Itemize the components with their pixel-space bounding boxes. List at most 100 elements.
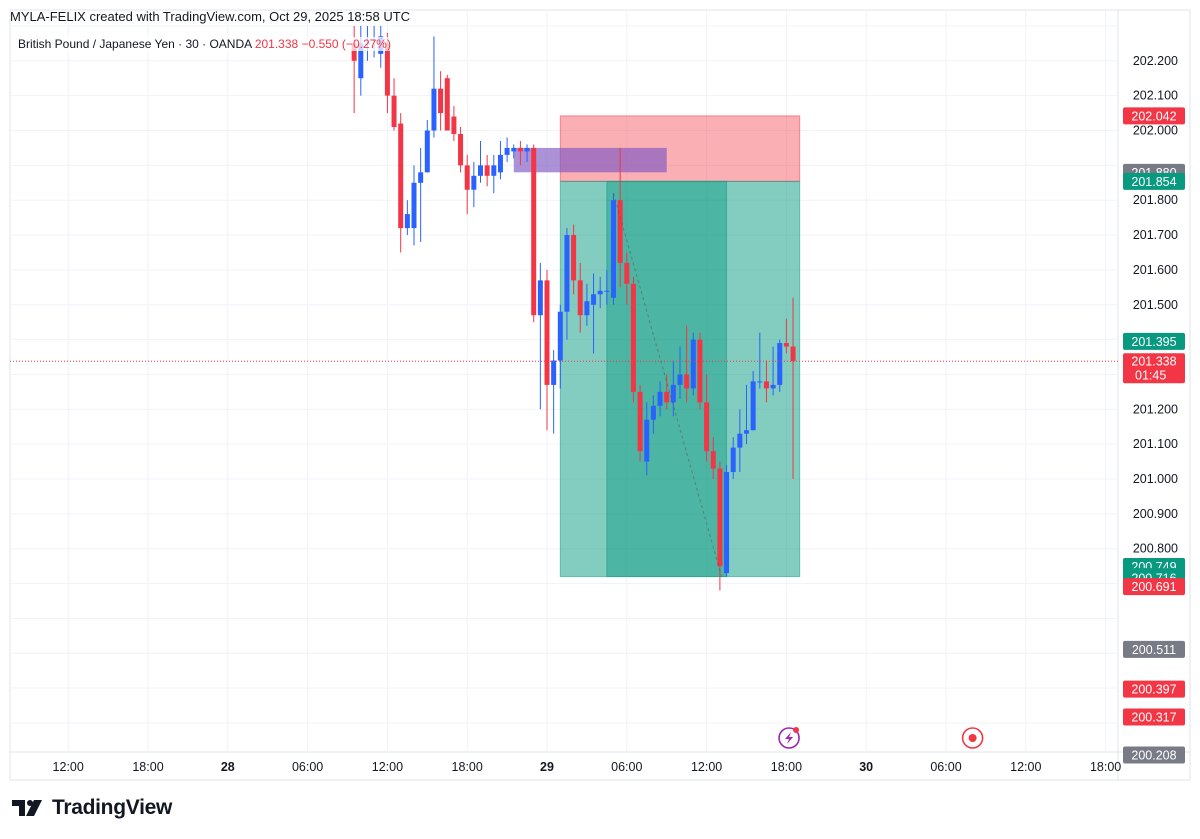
candle-body xyxy=(537,280,543,316)
price-tick-label: 201.600 xyxy=(1133,263,1178,277)
price-badge-label: 201.854 xyxy=(1131,175,1176,189)
supply-zone-rectangle[interactable] xyxy=(513,147,667,173)
price-badge xyxy=(1123,640,1185,658)
candle-body xyxy=(478,165,483,176)
candle-body xyxy=(524,147,530,152)
candle-body xyxy=(471,175,477,190)
current-price-badge xyxy=(1123,353,1185,384)
candle-body xyxy=(611,200,616,298)
price-badge xyxy=(1123,578,1185,596)
candle-body xyxy=(763,381,769,389)
candle-body xyxy=(431,88,437,131)
lightning-glyph xyxy=(785,732,794,744)
price-badge xyxy=(1123,680,1185,698)
candle-body xyxy=(411,182,417,229)
price-badge-label: 200.208 xyxy=(1131,749,1176,763)
price-badge xyxy=(1123,332,1185,350)
events[interactable] xyxy=(778,727,984,749)
candle-body xyxy=(717,468,723,567)
candle-body xyxy=(657,391,663,406)
candle-body xyxy=(497,154,503,173)
price-tick-label: 202.100 xyxy=(1133,89,1178,103)
price-tick-label: 200.900 xyxy=(1133,507,1178,521)
price-tick-label: 201.800 xyxy=(1133,193,1178,207)
time-tick-label: 12:00 xyxy=(53,760,84,774)
candle-body xyxy=(697,339,703,403)
candle-body xyxy=(744,430,749,434)
time-tick-label: 18:00 xyxy=(1090,760,1121,774)
time-tick-label: 30 xyxy=(859,760,873,774)
candle-body xyxy=(517,147,523,152)
candle-body xyxy=(391,95,397,128)
candle-body xyxy=(358,43,364,79)
candle-body xyxy=(544,280,550,385)
price-tick-label: 200.800 xyxy=(1133,542,1178,556)
candle-body xyxy=(737,433,743,448)
time-tick-label: 18:00 xyxy=(771,760,802,774)
time-tick-label: 18:00 xyxy=(132,760,163,774)
candle-body xyxy=(404,214,410,229)
candle-body xyxy=(650,405,656,420)
axes: 202.200 202.100 202.000 201.800 201.700 201.6… xyxy=(53,54,1178,774)
price-tick-label: 202.000 xyxy=(1133,124,1178,138)
current-price-value: 201.338 xyxy=(1131,355,1176,369)
time-tick-label: 06:00 xyxy=(611,760,642,774)
candle-body xyxy=(464,165,470,190)
candle-body xyxy=(777,343,783,385)
candle-body xyxy=(644,419,650,462)
candle-body xyxy=(584,301,590,316)
candle-body xyxy=(451,116,457,134)
price-tick-label: 202.200 xyxy=(1133,54,1178,68)
price-badge xyxy=(1123,708,1185,726)
time-tick-label: 29 xyxy=(540,760,554,774)
time-tick-label: 28 xyxy=(221,760,235,774)
overlays xyxy=(10,193,1118,581)
price-badge-label: 202.042 xyxy=(1131,109,1176,123)
candle-body xyxy=(418,172,424,183)
candle-body xyxy=(531,147,537,316)
candle-body xyxy=(444,78,450,131)
candle-body xyxy=(630,283,636,392)
price-badge xyxy=(1123,107,1185,125)
price-badge-label: 200.691 xyxy=(1131,580,1176,594)
candle-body xyxy=(690,339,696,389)
price-badge-label: 201.395 xyxy=(1131,335,1176,349)
chart-frame xyxy=(9,9,1191,781)
candle-body xyxy=(557,311,563,361)
price-tick-label: 201.500 xyxy=(1133,298,1178,312)
time-tick-label: 12:00 xyxy=(691,760,722,774)
candle-body xyxy=(637,391,643,452)
candle-body xyxy=(790,346,796,362)
price-tick-label: 201.000 xyxy=(1133,472,1178,486)
price-badge-label: 200.317 xyxy=(1131,711,1176,725)
candle-body xyxy=(511,147,517,152)
candle-body xyxy=(458,133,464,166)
event-dot xyxy=(968,734,977,742)
candle-body xyxy=(571,235,577,281)
price-badge xyxy=(1123,746,1185,764)
candle-body xyxy=(604,290,610,292)
symbol-last-price: 201.338 xyxy=(254,37,299,51)
time-tick-label: 06:00 xyxy=(930,760,961,774)
trend-line xyxy=(613,193,724,581)
candle-body xyxy=(591,294,597,305)
tradingview-logo[interactable]: TradingView xyxy=(12,796,172,820)
symbol-legend[interactable]: British Pound / Japanese Yen · 30 · OAND… xyxy=(18,37,395,51)
price-badges: 202.042201.880201.854201.395200.749200.7… xyxy=(1123,107,1185,764)
candle-body xyxy=(664,391,670,403)
candle-body xyxy=(484,165,490,176)
time-tick-label: 12:00 xyxy=(1010,760,1041,774)
candle-body xyxy=(750,381,756,431)
candle-body xyxy=(757,381,763,383)
candle-body xyxy=(783,343,789,347)
candle-body xyxy=(677,374,683,385)
candle-body xyxy=(710,451,716,469)
time-tick-label: 12:00 xyxy=(372,760,403,774)
time-tick-label: 06:00 xyxy=(292,760,323,774)
tradingview-logo-icon xyxy=(12,800,42,816)
candle-body xyxy=(684,374,690,389)
candle-body xyxy=(424,130,430,173)
candle-body xyxy=(670,384,676,403)
candle-body xyxy=(351,43,357,61)
